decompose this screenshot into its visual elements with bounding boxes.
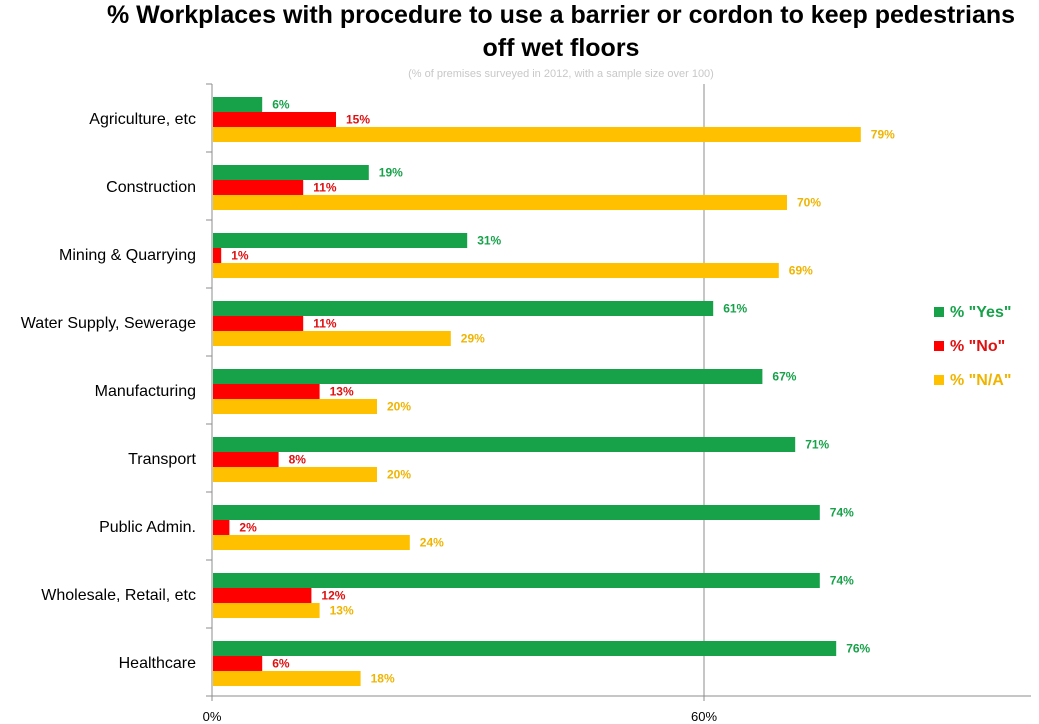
legend-swatch [934,375,944,385]
bar [213,97,263,112]
bar [213,127,861,142]
data-label: 18% [371,672,395,686]
category-label: Agriculture, etc [89,111,196,128]
data-label: 2% [239,521,257,535]
bar [213,573,820,588]
bar [213,384,320,399]
category-label: Transport [128,451,196,468]
data-label: 74% [830,506,854,520]
bar [213,535,410,550]
legend-label: % "N/A" [950,372,1011,389]
data-label: 19% [379,166,403,180]
data-label: 15% [346,113,370,127]
bars: 6% 15% 79% 19% 11% 70% 31% 1% 69% 61% 11% 29% 67% 13%… [213,97,895,686]
chart-subtitle: (% of premises surveyed in 2012, with a … [408,68,714,80]
data-label: 20% [387,468,411,482]
bar [213,656,263,671]
bar [213,248,222,263]
data-label: 29% [461,332,485,346]
data-label: 24% [420,536,444,550]
bar [213,437,796,452]
legend-swatch [934,307,944,317]
category-label: Wholesale, Retail, etc [41,587,196,604]
category-labels: Agriculture, etc Construction Mining & Qua… [21,111,197,672]
data-label: 61% [723,302,747,316]
category-label: Public Admin. [99,519,196,536]
data-label: 1% [231,249,249,263]
bar [213,505,820,520]
bar [213,331,451,346]
bar [213,520,230,535]
legend-swatch [934,341,944,351]
tick-label: 60% [691,709,717,724]
bar [213,233,468,248]
bar [213,195,787,210]
data-label: 12% [321,589,345,603]
data-label: 71% [805,438,829,452]
data-label: 70% [797,196,821,210]
bar [213,165,369,180]
bar [213,316,304,331]
tick-label: 0% [203,709,222,724]
bar [213,588,312,603]
data-label: 74% [830,574,854,588]
bar [213,671,361,686]
axes [206,83,1031,701]
legend-label: % "No" [950,338,1005,355]
data-label: 67% [772,370,796,384]
chart-title: % Workplaces with procedure to use a bar… [107,1,1015,62]
bar [213,452,279,467]
data-label: 6% [272,98,290,112]
category-label: Mining & Quarrying [59,247,196,264]
chart-title-line: % Workplaces with procedure to use a bar… [107,1,1015,29]
category-label: Manufacturing [95,383,196,400]
data-label: 31% [477,234,501,248]
bar [213,369,763,384]
category-label: Healthcare [119,655,196,672]
legend: % "Yes" % "No" % "N/A" [934,304,1011,389]
data-label: 6% [272,657,290,671]
data-label: 11% [313,181,337,195]
data-label: 79% [871,128,895,142]
data-label: 13% [330,385,354,399]
bar [213,263,779,278]
data-label: 76% [846,642,870,656]
data-label: 20% [387,400,411,414]
data-label: 8% [289,453,307,467]
bar [213,467,377,482]
category-label: Construction [106,179,196,196]
bar [213,180,304,195]
bar [213,399,377,414]
chart-title-line: off wet floors [483,34,640,62]
data-label: 11% [313,317,337,331]
bar [213,112,336,127]
data-label: 13% [330,604,354,618]
bar [213,641,837,656]
data-label: 69% [789,264,813,278]
category-label: Water Supply, Sewerage [21,315,196,332]
bar [213,603,320,618]
legend-label: % "Yes" [950,304,1011,321]
tick-labels: 0% 60% [203,709,718,724]
bar [213,301,714,316]
